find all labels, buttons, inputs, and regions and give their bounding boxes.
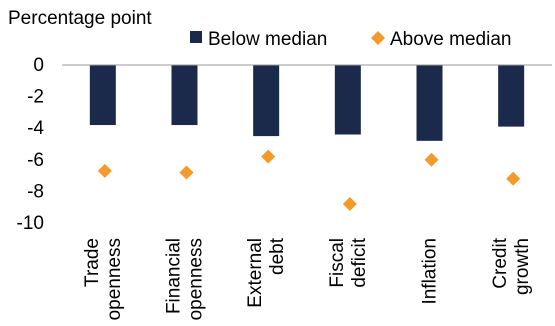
legend-marker-below-median	[190, 31, 202, 43]
y-tick-label: 0	[33, 55, 44, 76]
x-category-label: Tradeopenness	[82, 238, 125, 320]
marker-above-median	[506, 171, 521, 186]
marker-above-median	[342, 197, 357, 212]
bar-below-median	[171, 65, 198, 126]
marker-above-median	[261, 149, 276, 164]
y-axis: 0 -2 -4 -6 -8 -10	[17, 55, 45, 234]
x-category-label-line: openness	[104, 238, 125, 320]
x-category-label-line: debt	[267, 237, 288, 275]
x-category-label: Externaldebt	[245, 237, 288, 307]
legend: Below median Above median	[190, 29, 511, 50]
x-category-label: Creditgrowth	[490, 237, 533, 295]
bar-below-median	[89, 65, 116, 126]
legend-label-above-median: Above median	[390, 29, 511, 50]
bar-below-median	[498, 65, 525, 127]
marker-above-median	[97, 163, 112, 178]
marker-above-median	[424, 152, 439, 167]
x-category-label-line: Credit	[490, 237, 511, 288]
bar-below-median	[253, 65, 280, 137]
x-category-label-line: Financial	[164, 238, 185, 314]
marker-series-above-median	[97, 149, 521, 212]
bar-series-below-median	[89, 65, 525, 141]
x-category-label: Inflation	[420, 238, 441, 305]
y-tick-label: -8	[27, 181, 44, 202]
x-category-label-line: Trade	[82, 238, 103, 287]
bar-below-median	[334, 65, 361, 135]
x-category-label-line: openness	[186, 238, 207, 320]
y-axis-label: Percentage point	[8, 8, 152, 29]
y-tick-label: -4	[27, 118, 44, 139]
x-category-label-line: External	[245, 238, 266, 308]
x-category-label-line: Inflation	[420, 238, 441, 305]
x-category-label: Financialopenness	[164, 238, 207, 320]
legend-label-below-median: Below median	[208, 29, 327, 50]
marker-above-median	[179, 165, 194, 180]
legend-marker-above-median	[371, 31, 385, 45]
x-category-label: Fiscaldeficit	[327, 237, 370, 287]
y-tick-label: -10	[17, 213, 44, 234]
x-axis-categories: Tradeopenness Financialopenness Externalde…	[82, 237, 533, 320]
x-category-label-line: growth	[512, 238, 533, 295]
x-category-label-line: Fiscal	[327, 238, 348, 288]
y-tick-label: -6	[27, 150, 44, 171]
x-category-label-line: deficit	[349, 237, 370, 287]
y-tick-label: -2	[27, 87, 44, 108]
bar-below-median	[416, 65, 443, 141]
